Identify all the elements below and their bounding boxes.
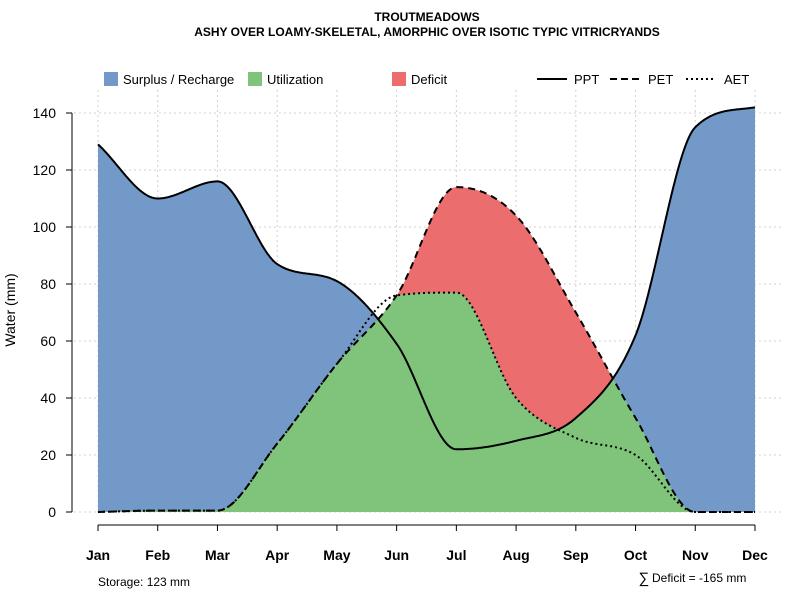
x-tick-label-may: May <box>323 547 350 563</box>
x-tick-label-oct: Oct <box>624 547 648 563</box>
y-tick-label: 0 <box>48 504 56 520</box>
y-tick-label: 60 <box>40 333 56 349</box>
x-tick-label-sep: Sep <box>563 547 589 563</box>
x-tick-label-nov: Nov <box>682 547 709 563</box>
x-tick-label-feb: Feb <box>145 547 170 563</box>
y-tick-label: 20 <box>40 447 56 463</box>
legend-swatch <box>392 72 406 86</box>
x-tick-label-apr: Apr <box>265 547 290 563</box>
y-axis-label: Water (mm) <box>2 273 18 346</box>
series-line-aet <box>98 291 755 513</box>
y-tick-label: 40 <box>40 390 56 406</box>
legend-item-pet: PET <box>610 72 673 87</box>
y-tick-label: 120 <box>33 162 57 178</box>
chart-title: TROUTMEADOWS <box>374 10 479 24</box>
legend-swatch <box>104 72 118 86</box>
x-tick-label-mar: Mar <box>205 547 230 563</box>
legend-swatch <box>248 72 262 86</box>
x-tick-label-jan: Jan <box>86 547 110 563</box>
legend-label: PPT <box>574 72 599 87</box>
legend-label: Utilization <box>267 72 323 87</box>
legend-item-deficit: Deficit <box>392 72 448 87</box>
legend-label: PET <box>648 72 673 87</box>
y-tick-label: 140 <box>33 105 57 121</box>
x-tick-label-aug: Aug <box>502 547 529 563</box>
axes: 0 20 40 60 80 100 120 140 Jan Feb Mar Apr May Jun Jul A… <box>33 105 768 563</box>
y-tick-label: 100 <box>33 219 57 235</box>
legend: Surplus / Recharge Utilization Deficit PPT P… <box>104 72 749 87</box>
y-tick-label: 80 <box>40 276 56 292</box>
x-tick-label-jun: Jun <box>384 547 409 563</box>
legend-item-utilization: Utilization <box>248 72 323 87</box>
series-line-pet <box>98 186 755 513</box>
series-line-ppt <box>97 106 756 451</box>
utilization-area-upper <box>98 107 755 450</box>
legend-item-ppt: PPT <box>537 72 599 87</box>
utilization-area-under <box>98 319 755 512</box>
sum-symbol: ∑ <box>639 570 650 587</box>
legend-item-aet: AET <box>686 72 749 87</box>
x-tick-label-jul: Jul <box>446 547 466 563</box>
legend-label: Surplus / Recharge <box>123 72 234 87</box>
x-tick-label-dec: Dec <box>742 547 768 563</box>
series-lines <box>97 106 756 513</box>
legend-label: AET <box>724 72 749 87</box>
deficit-annotation: Deficit = -165 mm <box>652 571 746 585</box>
chart-subtitle: ASHY OVER LOAMY-SKELETAL, AMORPHIC OVER … <box>194 25 660 39</box>
legend-item-surplus-recharge: Surplus / Recharge <box>104 72 234 87</box>
legend-label: Deficit <box>411 72 448 87</box>
areas <box>98 107 755 513</box>
storage-annotation: Storage: 123 mm <box>98 575 190 589</box>
